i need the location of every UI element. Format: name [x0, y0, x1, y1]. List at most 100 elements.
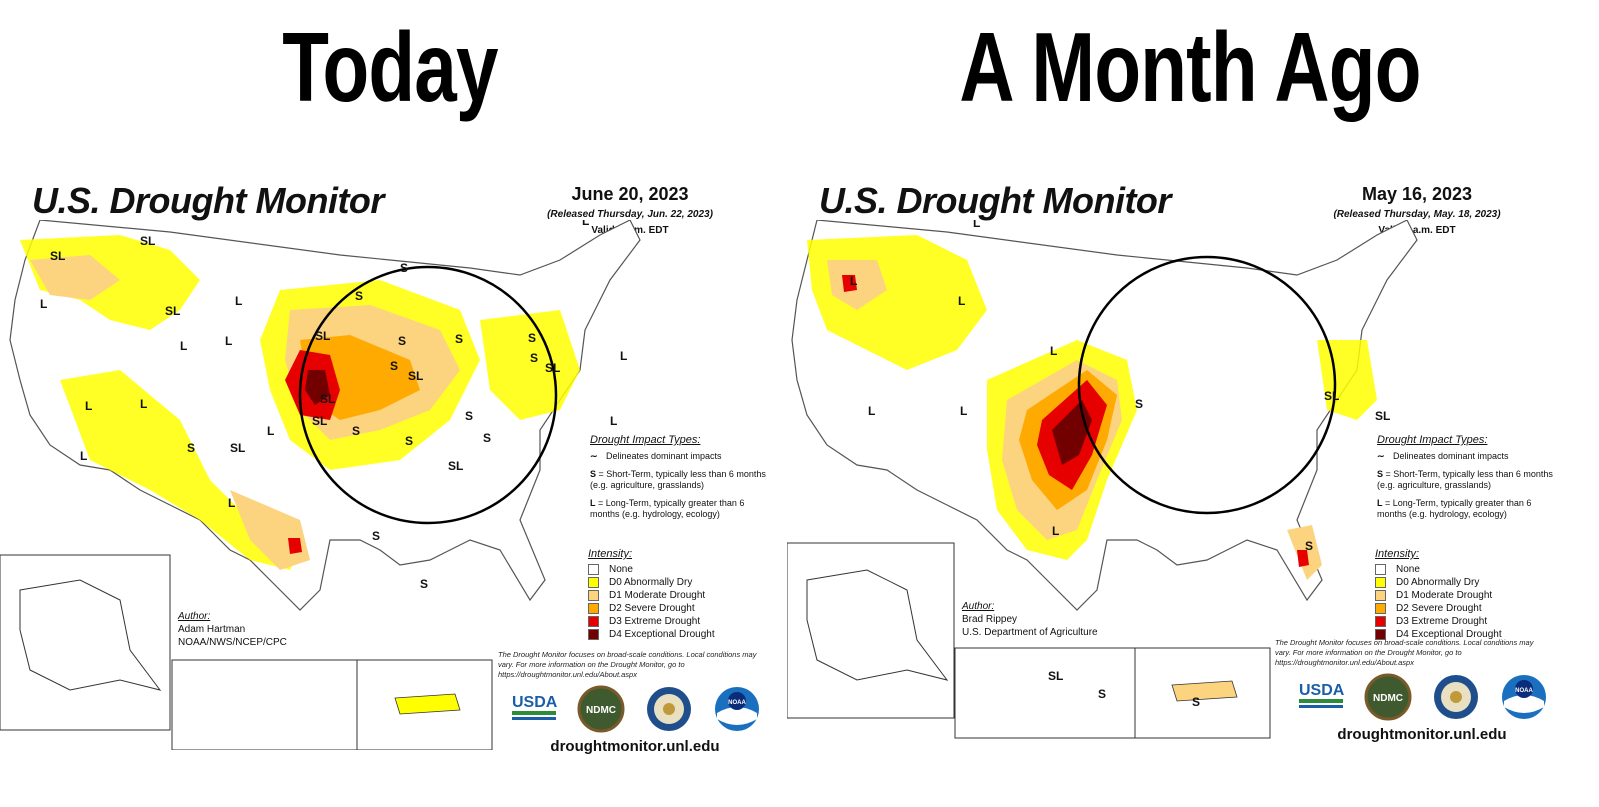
impact-label: SL [545, 361, 560, 375]
impact-label: SL [165, 304, 180, 318]
impact-label: L [180, 339, 187, 353]
impact-label: L [620, 349, 627, 363]
impact-label: S [1305, 539, 1313, 553]
swatch-d2 [1375, 603, 1386, 614]
author-header: Author: [178, 611, 211, 622]
noaa-logo: NOAA [713, 685, 761, 733]
impact-l-key: L [590, 498, 596, 508]
date-block: May 16, 2023 (Released Thursday, May. 18… [1297, 184, 1537, 236]
impact-label: SL [315, 329, 330, 343]
impact-label: S [405, 434, 413, 448]
impact-label: L [85, 399, 92, 413]
noaa-logo-text: NOAA [1515, 688, 1533, 694]
release-date: (Released Thursday, Jun. 22, 2023) [547, 209, 713, 220]
legend-d2: D2 Severe Drought [1396, 603, 1482, 614]
intensity-header: Intensity: [588, 548, 633, 560]
legend-d2: D2 Severe Drought [609, 603, 695, 614]
hawaii-inset [954, 647, 1136, 739]
impact-label: S [187, 441, 195, 455]
impact-label: L [140, 397, 147, 411]
impact-label: L [267, 424, 274, 438]
disclaimer-text: The Drought Monitor focuses on broad-sca… [498, 650, 757, 679]
impact-outline-glyph: ∼ [1377, 451, 1385, 461]
agency-logos: USDA NDMC NOAA [505, 685, 765, 740]
impact-label: S [352, 424, 360, 438]
ndmc-logo: NDMC [1364, 673, 1412, 721]
impact-label: L [973, 220, 980, 230]
author-name: Adam Hartman [178, 624, 246, 635]
impact-label: S [483, 431, 491, 445]
legend-d4: D4 Exceptional Drought [609, 629, 715, 640]
legend-d1: D1 Moderate Drought [609, 590, 706, 601]
impact-label: S [390, 359, 398, 373]
impact-label: L [1052, 524, 1059, 538]
swatch-none [1375, 564, 1386, 575]
usda-logo: USDA [1297, 673, 1345, 721]
heading-today: Today [282, 12, 498, 122]
impact-header: Drought Impact Types: [590, 434, 701, 446]
impact-label: L [610, 414, 617, 428]
impact-label: SL [312, 414, 327, 428]
impact-label: S [1135, 397, 1143, 411]
author-header: Author: [962, 601, 995, 612]
commerce-logo [1432, 673, 1480, 721]
impact-label: L [235, 294, 242, 308]
impact-label: SL [1375, 409, 1390, 423]
agency-logos: USDA NDMC NOAA [1292, 673, 1552, 728]
impact-label: SL [50, 249, 65, 263]
impact-label: L [850, 274, 857, 288]
impact-l-text: = Long-Term, typically greater than 6 mo… [590, 498, 745, 519]
legend-d0: D0 Abnormally Dry [1396, 577, 1480, 588]
impact-label: L [228, 496, 235, 510]
impact-types-legend: Drought Impact Types: ∼ Delineates domina… [590, 435, 770, 527]
map-title: U.S. Drought Monitor [32, 180, 384, 221]
impact-label: S [465, 409, 473, 423]
alaska-inset [787, 542, 955, 719]
impact-label: SL [1048, 669, 1063, 683]
drought-map-panel-today: U.S. Drought Monitor June 20, 2023 (Rele… [0, 170, 770, 790]
usda-logo-text: USDA [1299, 682, 1345, 699]
impact-label: SL [230, 441, 245, 455]
map-date: May 16, 2023 [1361, 184, 1473, 204]
impact-label: S [400, 261, 408, 275]
legend-d4: D4 Exceptional Drought [1396, 629, 1502, 640]
impact-label: L [1050, 344, 1057, 358]
valid-time: Valid 8 a.m. EDT [1378, 225, 1456, 236]
legend-d3: D3 Extreme Drought [609, 616, 701, 627]
heading-month-ago: A Month Ago [959, 12, 1421, 122]
drought-areas-month-ago [807, 235, 1377, 580]
map-date: June 20, 2023 [571, 184, 689, 204]
impact-s-text: = Short-Term, typically less than 6 mont… [590, 469, 766, 490]
ndmc-logo: NDMC [577, 685, 625, 733]
impact-label: L [80, 449, 87, 463]
author-block: Author: Brad Rippey U.S. Department of A… [962, 600, 1098, 639]
intensity-legend: Intensity: None D0 Abnormally Dry D1 Mod… [588, 548, 715, 641]
impact-l-key: L [1377, 498, 1383, 508]
impact-s-text: = Short-Term, typically less than 6 mont… [1377, 469, 1553, 490]
impact-label: L [225, 334, 232, 348]
highlight-circle [298, 265, 558, 525]
disclaimer-text: The Drought Monitor focuses on broad-sca… [1275, 638, 1534, 667]
swatch-d3 [1375, 616, 1386, 627]
impact-label: SL [140, 234, 155, 248]
drought-monitor-url[interactable]: droughtmonitor.unl.edu [550, 738, 720, 755]
legend-none: None [609, 564, 633, 575]
impact-label: SL [408, 369, 423, 383]
swatch-d3 [588, 616, 599, 627]
author-block: Author: Adam Hartman NOAA/NWS/NCEP/CPC [178, 610, 287, 649]
highlight-circle [1077, 255, 1337, 515]
alaska-inset [0, 554, 171, 731]
drought-monitor-url[interactable]: droughtmonitor.unl.edu [1337, 726, 1507, 743]
map-title: U.S. Drought Monitor [819, 180, 1171, 221]
impact-label: S [420, 577, 428, 591]
swatch-d1 [1375, 590, 1386, 601]
author-org: NOAA/NWS/NCEP/CPC [178, 637, 287, 648]
impact-outline-text: Delineates dominant impacts [1393, 451, 1509, 461]
impact-label: S [398, 334, 406, 348]
impact-label: L [960, 404, 967, 418]
swatch-d4 [1375, 629, 1386, 640]
impact-s-key: S [590, 469, 597, 479]
impact-outline-text: Delineates dominant impacts [606, 451, 722, 461]
impact-label: S [1192, 695, 1200, 709]
